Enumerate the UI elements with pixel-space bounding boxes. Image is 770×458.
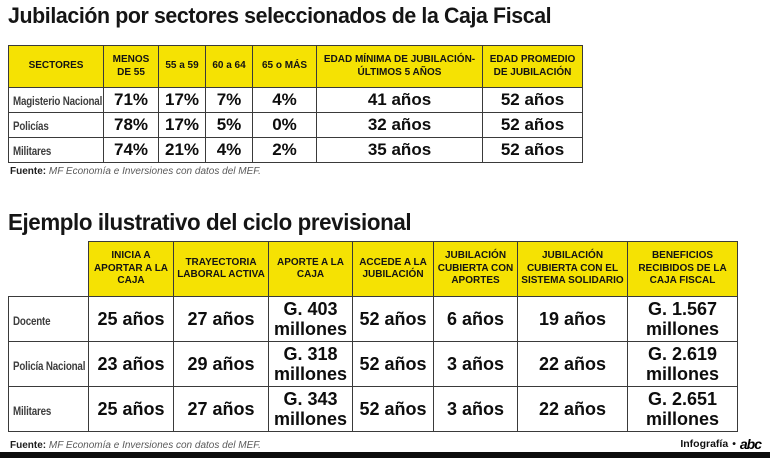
table-row: Militares 25 años 27 años G. 343 millone… [8, 386, 738, 432]
table-cell: 17% [158, 87, 206, 113]
table2-col-inicia: INICIA A APORTAR A LA CAJA [88, 241, 174, 297]
table-cell: 35 años [316, 137, 483, 163]
table-row: Militares 74% 21% 4% 2% 35 años 52 años [8, 137, 583, 163]
ciclo-previsional-table: INICIA A APORTAR A LA CAJA TRAYECTORIA L… [8, 241, 738, 432]
table-cell: 52 años [482, 87, 583, 113]
row-label-text: Magisterio Nacional [13, 96, 103, 108]
table-cell: 3 años [433, 341, 518, 387]
row-label-docente: Docente [8, 296, 89, 342]
table-cell: 32 años [316, 112, 483, 138]
table1-header-row: SECTORES MENOS DE 55 55 a 59 60 a 64 65 … [8, 45, 583, 88]
table2-source: Fuente: MF Economía e Inversiones con da… [10, 440, 261, 451]
table-row: Docente 25 años 27 años G. 403 millones … [8, 296, 738, 342]
source-label: Fuente: [10, 166, 47, 177]
row-label-policias: Policías [8, 112, 104, 138]
table1-col-sectores: SECTORES [8, 45, 104, 88]
table1-col-menos-55: MENOS DE 55 [103, 45, 159, 88]
table-cell: 17% [158, 112, 206, 138]
row-label-policia-nacional: Policía Nacional [8, 341, 89, 387]
table2-col-aporte: APORTE A LA CAJA [268, 241, 353, 297]
table-cell: G. 343 millones [268, 386, 353, 432]
table-cell: 52 años [482, 112, 583, 138]
jubilacion-por-sectores-table: SECTORES MENOS DE 55 55 a 59 60 a 64 65 … [8, 45, 583, 163]
table1-col-55-59: 55 a 59 [158, 45, 206, 88]
table-cell: 74% [103, 137, 159, 163]
table1-source: Fuente: MF Economía e Inversiones con da… [10, 166, 261, 177]
table-cell: 0% [252, 112, 317, 138]
table-cell: 27 años [173, 296, 269, 342]
table-cell: 6 años [433, 296, 518, 342]
table-cell: 27 años [173, 386, 269, 432]
table-cell: 29 años [173, 341, 269, 387]
table-row: Magisterio Nacional 71% 17% 7% 4% 41 año… [8, 87, 583, 113]
bullet-separator: • [732, 438, 736, 450]
table-row: Policías 78% 17% 5% 0% 32 años 52 años [8, 112, 583, 138]
table-cell: 52 años [352, 341, 434, 387]
abc-logo: abc [739, 436, 762, 452]
table2-empty-corner [9, 242, 89, 297]
table-cell: 21% [158, 137, 206, 163]
table2-header-row: INICIA A APORTAR A LA CAJA TRAYECTORIA L… [9, 241, 738, 297]
source-text: MF Economía e Inversiones con datos del … [48, 166, 261, 177]
table-cell: G. 318 millones [268, 341, 353, 387]
table-cell: G. 1.567 millones [627, 296, 738, 342]
row-label-text: Docente [13, 315, 51, 328]
table1-col-60-64: 60 a 64 [205, 45, 253, 88]
row-label-text: Militares [13, 146, 52, 158]
table-cell: 25 años [88, 386, 174, 432]
row-label-militares: Militares [8, 137, 104, 163]
table-cell: 2% [252, 137, 317, 163]
table-cell: 4% [252, 87, 317, 113]
row-label-magisterio: Magisterio Nacional [8, 87, 104, 113]
infografia-credit: Infografía • abc [680, 436, 762, 452]
table-cell: 25 años [88, 296, 174, 342]
table-cell: G. 2.619 millones [627, 341, 738, 387]
table-cell: 5% [205, 112, 253, 138]
table1-title: Jubilación por sectores seleccionados de… [8, 3, 552, 28]
bottom-bar [0, 452, 770, 458]
table-cell: G. 403 millones [268, 296, 353, 342]
table-cell: 19 años [517, 296, 628, 342]
table-cell: 52 años [482, 137, 583, 163]
table1-col-edad-promedio: EDAD PROMEDIO DE JUBILACIÓN [482, 45, 583, 88]
table-cell: G. 2.651 millones [627, 386, 738, 432]
row-label-text: Policías [13, 121, 49, 133]
table-cell: 71% [103, 87, 159, 113]
table-cell: 22 años [517, 386, 628, 432]
source-label: Fuente: [10, 440, 47, 451]
infografia-label: Infografía [680, 438, 729, 450]
source-text: MF Economía e Inversiones con datos del … [48, 440, 261, 451]
table-cell: 41 años [316, 87, 483, 113]
table-cell: 3 años [433, 386, 518, 432]
table-row: Policía Nacional 23 años 29 años G. 318 … [8, 341, 738, 387]
row-label-text: Policía Nacional [13, 360, 86, 373]
table1-col-edad-minima: EDAD MÍNIMA DE JUBILACIÓN- ÚLTIMOS 5 AÑO… [316, 45, 483, 88]
table-cell: 52 años [352, 386, 434, 432]
table2-col-trayectoria: TRAYECTORIA LABORAL ACTIVA [173, 241, 269, 297]
table2-col-beneficios: BENEFICIOS RECIBIDOS DE LA CAJA FISCAL [627, 241, 738, 297]
row-label-text: Militares [13, 405, 52, 418]
row-label-militares: Militares [8, 386, 89, 432]
table2-col-cubierta-aportes: JUBILACIÓN CUBIERTA CON APORTES [433, 241, 518, 297]
table2-title: Ejemplo ilustrativo del ciclo previsiona… [8, 209, 412, 235]
table1-col-65-mas: 65 o MÁS [252, 45, 317, 88]
table-cell: 22 años [517, 341, 628, 387]
table-cell: 78% [103, 112, 159, 138]
table-cell: 4% [205, 137, 253, 163]
table-cell: 23 años [88, 341, 174, 387]
table2-col-sistema-solidario: JUBILACIÓN CUBIERTA CON EL SISTEMA SOLID… [517, 241, 628, 297]
table-cell: 52 años [352, 296, 434, 342]
table2-col-accede: ACCEDE A LA JUBILACIÓN [352, 241, 434, 297]
table-cell: 7% [205, 87, 253, 113]
